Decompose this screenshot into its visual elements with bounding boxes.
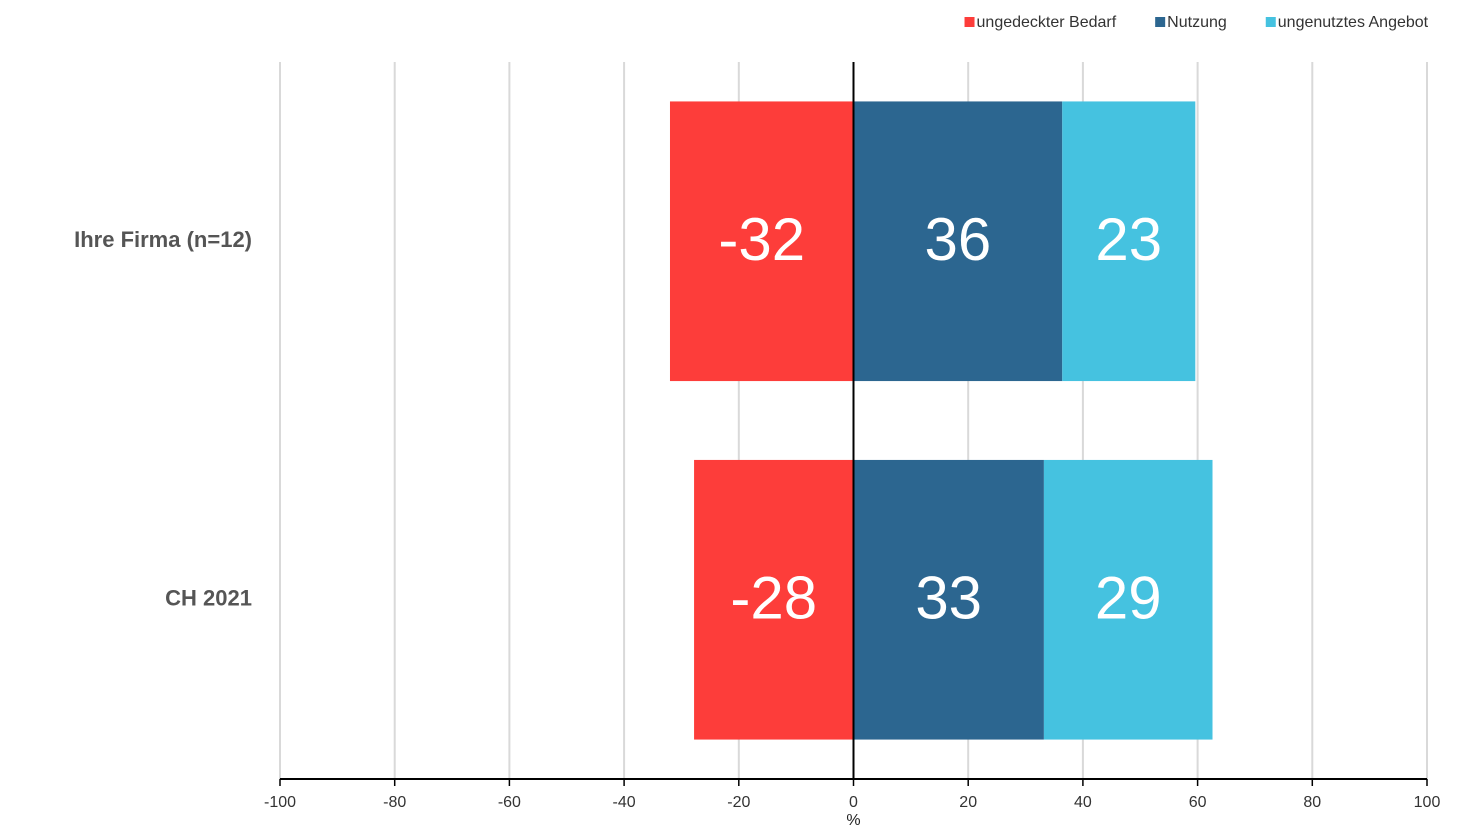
bar-segment [669, 101, 854, 382]
x-tick-label: -40 [613, 794, 636, 811]
legend-label: Nutzung [1167, 14, 1227, 31]
legend-swatch [1155, 17, 1166, 27]
x-tick-label: 60 [1189, 794, 1207, 811]
x-tick-label: -100 [264, 794, 296, 811]
x-tick-label: -60 [498, 794, 521, 811]
data-label: 36 [925, 206, 992, 273]
x-tick-label: -80 [383, 794, 406, 811]
data-label: 29 [1095, 565, 1162, 632]
data-label: -28 [730, 565, 817, 632]
category-label: CH 2021 [165, 586, 252, 611]
data-label: -32 [718, 206, 805, 273]
x-tick-label: 20 [959, 794, 977, 811]
legend-label: ungenutztes Angebot [1278, 14, 1429, 31]
x-axis-label: % [846, 812, 860, 829]
bar-segment [853, 459, 1044, 740]
bar-segment [1062, 101, 1196, 382]
x-tick-label: 80 [1303, 794, 1321, 811]
category-label: Ihre Firma (n=12) [74, 227, 252, 252]
x-tick-label: 40 [1074, 794, 1092, 811]
bar-segment [694, 459, 854, 740]
legend-label: ungedeckter Bedarf [977, 14, 1117, 31]
x-tick-label: 100 [1414, 794, 1441, 811]
x-tick-label: 0 [849, 794, 858, 811]
data-label: 23 [1095, 206, 1162, 273]
x-tick-label: -20 [727, 794, 750, 811]
bar-segment [853, 101, 1063, 382]
bar-segment [1043, 459, 1213, 740]
legend-swatch [964, 17, 975, 27]
data-label: 33 [915, 565, 982, 632]
legend-swatch [1265, 17, 1276, 27]
